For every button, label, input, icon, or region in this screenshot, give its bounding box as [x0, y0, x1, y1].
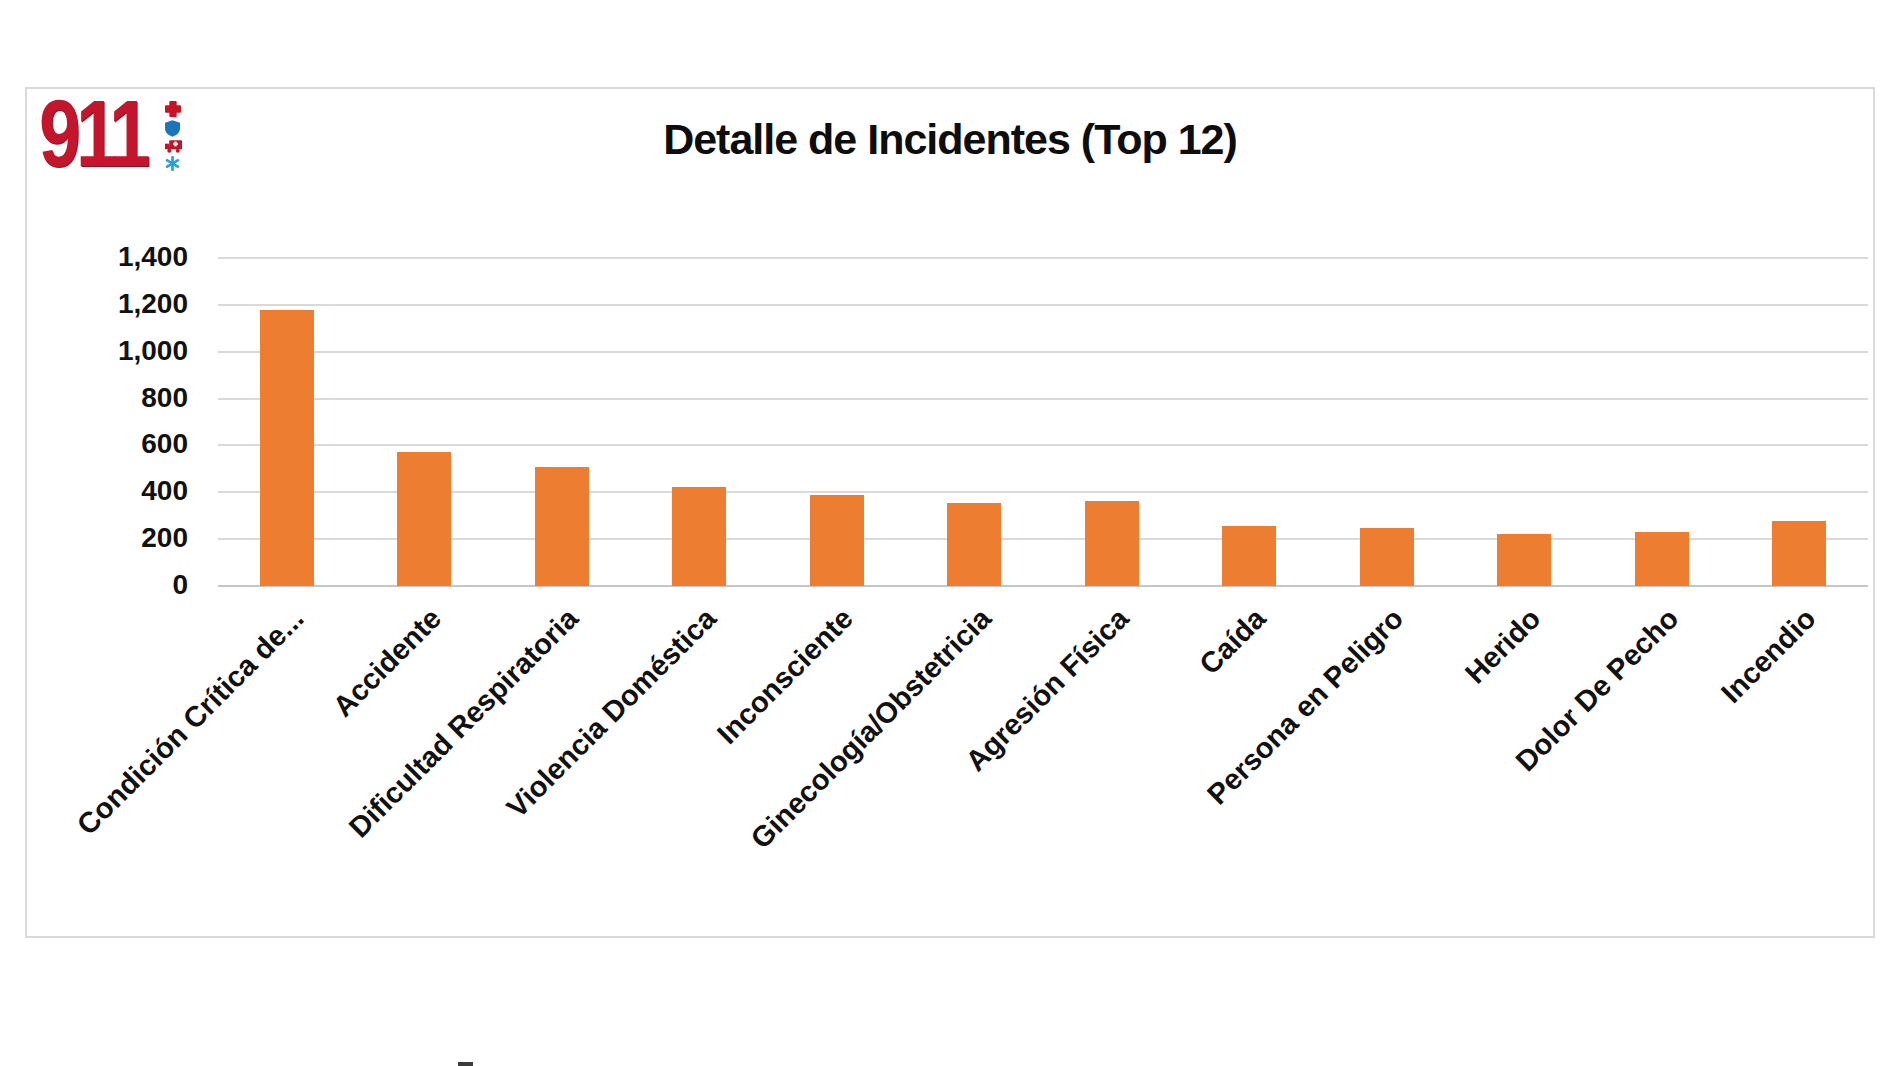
y-tick-label: 0: [172, 569, 188, 601]
x-category-label: Ginecología/Obstetricia: [744, 602, 998, 856]
bar-slot: [1043, 258, 1181, 586]
bar: [1772, 521, 1826, 586]
bar-slot: [906, 258, 1044, 586]
x-category-label: Dificultad Respiratoria: [343, 602, 585, 844]
bar-slot: [768, 258, 906, 586]
x-category-label: Incendio: [1715, 602, 1823, 710]
bar: [1497, 534, 1551, 586]
bar-slot: [218, 258, 356, 586]
y-tick-label: 400: [141, 475, 188, 507]
plot-area: 02004006008001,0001,2001,400 Condición C…: [218, 258, 1868, 586]
bar: [260, 310, 314, 586]
x-category-label: Caída: [1193, 602, 1272, 681]
x-category-label: Herido: [1459, 602, 1547, 690]
bar-slot: [1456, 258, 1594, 586]
x-category-label: Inconsciente: [711, 602, 860, 751]
bar: [1085, 501, 1139, 586]
bar-series: [218, 258, 1868, 586]
bar: [672, 487, 726, 586]
chart-title: Detalle de Incidentes (Top 12): [27, 115, 1873, 164]
bar-slot: [356, 258, 494, 586]
y-tick-label: 1,200: [118, 288, 188, 320]
chart-panel: 911 Detalle de Incidentes (Top 12) 02004…: [25, 87, 1875, 938]
bar: [397, 452, 451, 586]
x-category-label: Accidente: [326, 602, 447, 723]
bottom-edge-artifact: [458, 1062, 473, 1066]
y-tick-label: 600: [141, 428, 188, 460]
bar-slot: [1318, 258, 1456, 586]
y-tick-label: 1,400: [118, 241, 188, 273]
y-tick-label: 200: [141, 522, 188, 554]
x-category-label: Condición Crítica de...: [70, 602, 310, 842]
bar: [1222, 526, 1276, 586]
bar: [1635, 532, 1689, 586]
y-tick-label: 800: [141, 381, 188, 413]
bar-slot: [1731, 258, 1869, 586]
bar-slot: [493, 258, 631, 586]
bar-slot: [1593, 258, 1731, 586]
bar: [1360, 528, 1414, 586]
bar: [947, 503, 1001, 586]
bar-slot: [631, 258, 769, 586]
bar: [810, 495, 864, 586]
bar-slot: [1181, 258, 1319, 586]
bar: [535, 467, 589, 586]
y-tick-label: 1,000: [118, 334, 188, 366]
